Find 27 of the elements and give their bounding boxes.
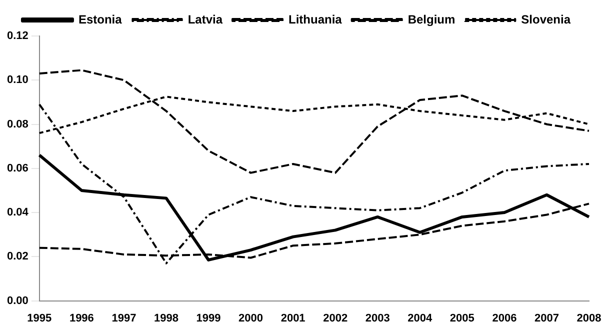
x-tick-label: 1999 [196,312,221,324]
x-tick-label: 2007 [534,312,559,324]
legend-label: Estonia [78,12,122,26]
y-tick-label: 0.08 [6,118,28,130]
y-tick-label: 0.12 [6,30,28,42]
y-tick-label: 0.02 [6,250,28,263]
x-tick-label: 2004 [408,312,434,324]
line-series [38,69,590,174]
x-tick-label: 2006 [492,312,517,324]
legend-label: Lithuania [288,12,342,26]
x-tick-label: 2002 [323,312,348,324]
x-tick-label: 1998 [154,312,178,324]
x-tick-label: 2003 [365,312,390,324]
y-tick-label: 0.04 [6,206,30,219]
legend-label: Latvia [188,12,223,26]
x-tick-label: 1997 [112,312,136,324]
y-tick-label: 0.10 [6,74,28,86]
legend-label: Slovenia [521,12,571,26]
x-tick-label: 2001 [280,312,306,324]
y-tick-label: 0.00 [6,294,28,307]
legend-label: Belgium [408,12,456,26]
x-tick-label: 2005 [450,312,474,324]
x-tick-label: 2008 [576,312,602,324]
x-tick-label: 2000 [238,312,264,324]
x-tick-label: 1995 [27,312,52,324]
y-tick-label: 0.06 [6,162,28,174]
x-tick-label: 1996 [69,312,94,324]
